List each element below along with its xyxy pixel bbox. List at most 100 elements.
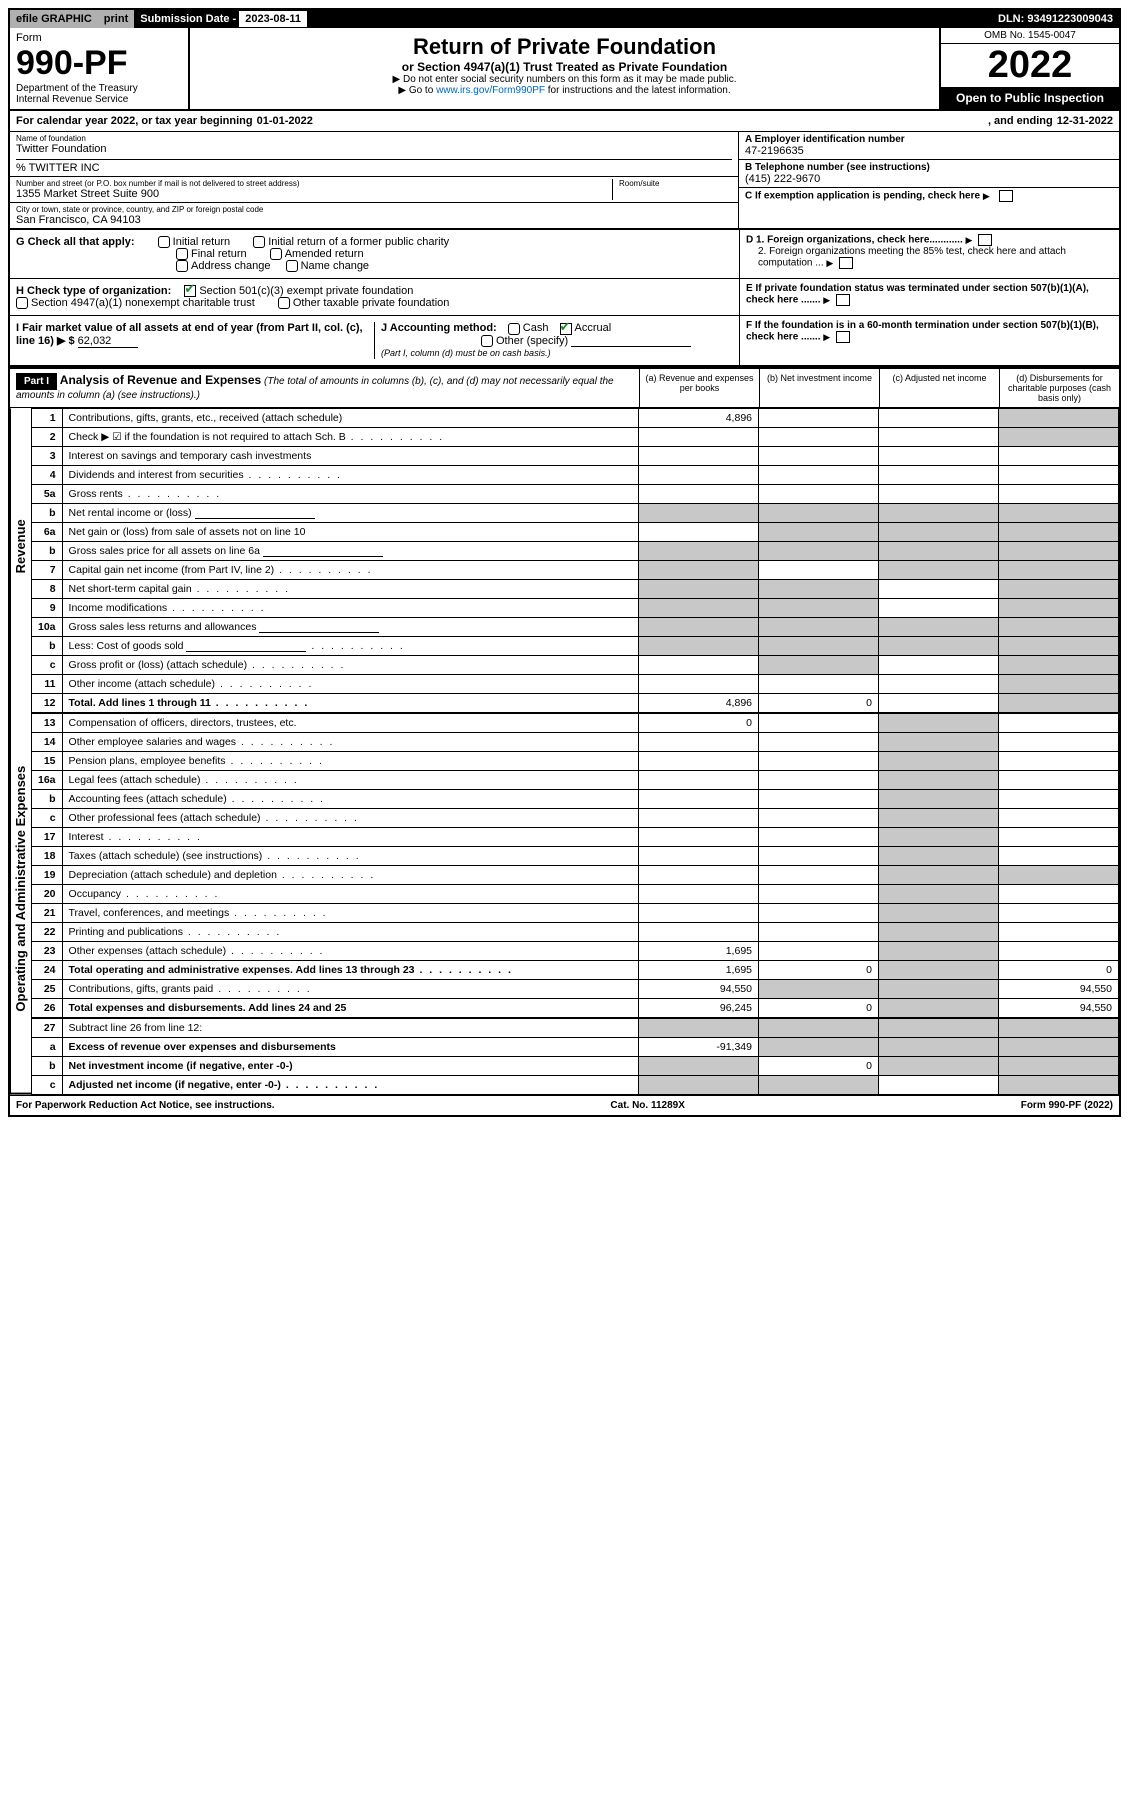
amended-return-checkbox[interactable] <box>270 248 282 260</box>
line-row: 12Total. Add lines 1 through 114,8960 <box>32 693 1119 713</box>
e-label: E If private foundation status was termi… <box>746 283 1089 306</box>
other-taxable-checkbox[interactable] <box>278 297 290 309</box>
amount-col-d <box>999 713 1119 733</box>
amount-col-d <box>999 598 1119 617</box>
line-row: 9Income modifications <box>32 598 1119 617</box>
d-section: D 1. Foreign organizations, check here..… <box>739 230 1119 278</box>
h-section: H Check type of organization: Section 50… <box>10 279 739 315</box>
line-number: 23 <box>32 941 62 960</box>
amount-col-b <box>759 922 879 941</box>
amount-col-a: 1,695 <box>639 941 759 960</box>
ein-row: A Employer identification number 47-2196… <box>739 132 1119 160</box>
line-description: Taxes (attach schedule) (see instruction… <box>62 846 638 865</box>
f-label: F If the foundation is in a 60-month ter… <box>746 320 1099 343</box>
initial-former-checkbox[interactable] <box>253 236 265 248</box>
other-method-checkbox[interactable] <box>481 335 493 347</box>
line-row: aExcess of revenue over expenses and dis… <box>32 1037 1119 1056</box>
j-label: J Accounting method: <box>381 322 497 334</box>
501c3-checkbox[interactable] <box>184 285 196 297</box>
amount-col-b <box>759 617 879 636</box>
amount-col-b <box>759 1075 879 1094</box>
line-row: 3Interest on savings and temporary cash … <box>32 446 1119 465</box>
amount-col-a <box>639 789 759 808</box>
address-change-checkbox[interactable] <box>176 260 188 272</box>
amount-col-b <box>759 846 879 865</box>
amount-col-d <box>999 655 1119 674</box>
line-row: 2Check ▶ ☑ if the foundation is not requ… <box>32 427 1119 446</box>
line-row: bGross sales price for all assets on lin… <box>32 541 1119 560</box>
cash-checkbox[interactable] <box>508 323 520 335</box>
line-row: 17Interest <box>32 827 1119 846</box>
initial-return-checkbox[interactable] <box>158 236 170 248</box>
d2-checkbox[interactable] <box>839 257 853 269</box>
accrual-checkbox[interactable] <box>560 323 572 335</box>
line-row: 23Other expenses (attach schedule)1,695 <box>32 941 1119 960</box>
g-label: G Check all that apply: <box>16 236 135 248</box>
line-row: 24Total operating and administrative exp… <box>32 960 1119 979</box>
c-label: C If exemption application is pending, c… <box>745 191 980 202</box>
amount-col-c <box>879 693 999 713</box>
line-number: b <box>32 636 62 655</box>
phone-value: (415) 222-9670 <box>745 173 1113 185</box>
e-checkbox[interactable] <box>836 294 850 306</box>
amount-col-a: 0 <box>639 713 759 733</box>
amount-col-d: 94,550 <box>999 979 1119 998</box>
amount-col-a <box>639 884 759 903</box>
line-number: b <box>32 541 62 560</box>
line-description: Total. Add lines 1 through 11 <box>62 693 638 713</box>
line-row: 1Contributions, gifts, grants, etc., rec… <box>32 408 1119 427</box>
final-return-checkbox[interactable] <box>176 248 188 260</box>
line-description: Gross profit or (loss) (attach schedule) <box>62 655 638 674</box>
d1-checkbox[interactable] <box>978 234 992 246</box>
amount-col-b <box>759 732 879 751</box>
line-number: b <box>32 1056 62 1075</box>
amount-col-a <box>639 522 759 541</box>
amount-col-b <box>759 636 879 655</box>
expenses-label: Operating and Administrative Expenses <box>10 684 32 1095</box>
line-row: bLess: Cost of goods sold <box>32 636 1119 655</box>
amount-col-b: 0 <box>759 960 879 979</box>
line-row: 16aLegal fees (attach schedule) <box>32 770 1119 789</box>
irs-link[interactable]: www.irs.gov/Form990PF <box>436 85 545 96</box>
line-row: cGross profit or (loss) (attach schedule… <box>32 655 1119 674</box>
line-row: 26Total expenses and disbursements. Add … <box>32 998 1119 1018</box>
amount-col-c <box>879 1037 999 1056</box>
4947-checkbox[interactable] <box>16 297 28 309</box>
amount-col-a <box>639 541 759 560</box>
amount-col-c <box>879 674 999 693</box>
amount-col-d <box>999 541 1119 560</box>
amount-col-a <box>639 579 759 598</box>
line-row: 14Other employee salaries and wages <box>32 732 1119 751</box>
line-number: 7 <box>32 560 62 579</box>
amount-col-d <box>999 922 1119 941</box>
name-change-checkbox[interactable] <box>286 260 298 272</box>
print-button[interactable]: print <box>98 10 134 28</box>
amount-col-b <box>759 427 879 446</box>
f-checkbox[interactable] <box>836 331 850 343</box>
amount-col-c <box>879 998 999 1018</box>
line-row: 18Taxes (attach schedule) (see instructi… <box>32 846 1119 865</box>
c-checkbox[interactable] <box>999 190 1013 202</box>
amount-col-d: 0 <box>999 960 1119 979</box>
j-note: (Part I, column (d) must be on cash basi… <box>381 348 551 358</box>
amount-col-c <box>879 579 999 598</box>
amount-col-c <box>879 713 999 733</box>
amount-col-d <box>999 903 1119 922</box>
care-of: % TWITTER INC <box>16 159 732 174</box>
paperwork-notice: For Paperwork Reduction Act Notice, see … <box>16 1100 275 1111</box>
part1-header: Part I Analysis of Revenue and Expenses … <box>10 367 1119 408</box>
amount-col-a <box>639 732 759 751</box>
other-specify-input[interactable] <box>571 335 691 347</box>
form-subtitle: or Section 4947(a)(1) Trust Treated as P… <box>196 60 933 74</box>
amount-col-d <box>999 846 1119 865</box>
amount-col-b <box>759 503 879 522</box>
lines-body: 1Contributions, gifts, grants, etc., rec… <box>32 408 1119 1095</box>
line-description: Other expenses (attach schedule) <box>62 941 638 960</box>
amount-col-a <box>639 903 759 922</box>
line-number: 10a <box>32 617 62 636</box>
line-description: Pension plans, employee benefits <box>62 751 638 770</box>
line-number: 6a <box>32 522 62 541</box>
amount-col-a <box>639 808 759 827</box>
city-label: City or town, state or province, country… <box>16 205 732 214</box>
amount-col-b <box>759 713 879 733</box>
